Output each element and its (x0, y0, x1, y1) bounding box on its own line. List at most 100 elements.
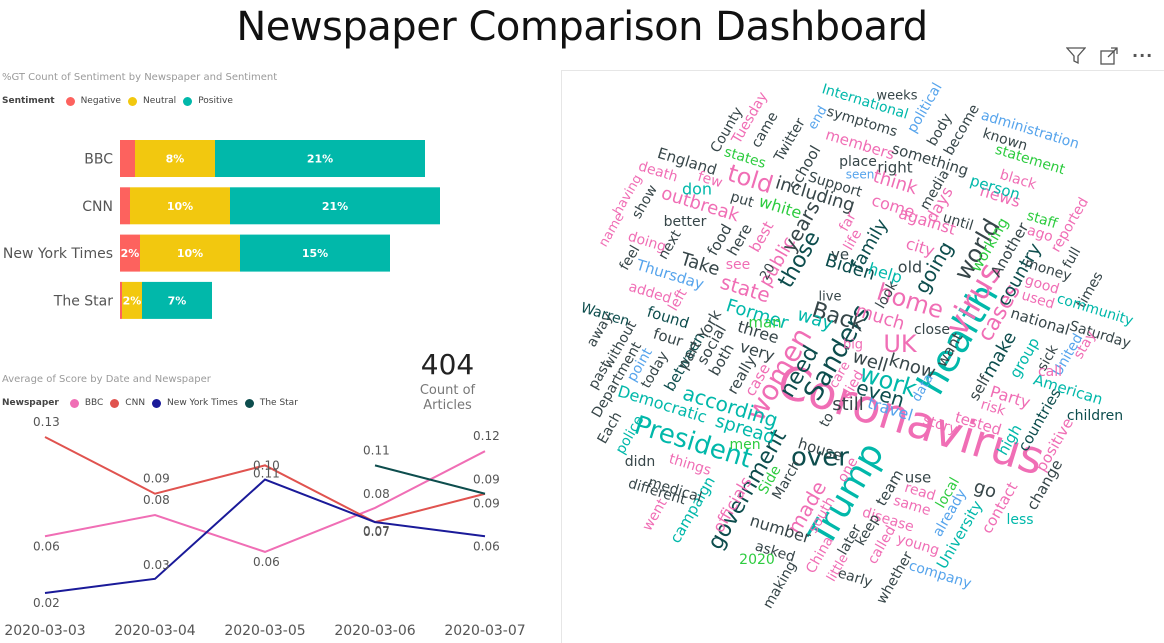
word-cloud-word[interactable]: better (664, 214, 707, 230)
word-cloud-word[interactable]: close (914, 322, 950, 338)
word-cloud-word[interactable]: still (832, 394, 863, 415)
line-data-label: 0.12 (473, 429, 500, 443)
word-cloud-word[interactable]: next (655, 227, 685, 262)
bar-category-label: BBC (84, 152, 113, 168)
bar-data-label: 8% (166, 153, 185, 166)
bar-category-label: CNN (82, 199, 113, 215)
word-cloud[interactable]: CoronavirushealthTrumpvirusPresidentSand… (561, 70, 1164, 642)
line-data-label: 0.10 (253, 459, 280, 473)
line-series-bbc[interactable] (44, 450, 486, 553)
focus-mode-icon[interactable] (1100, 46, 1118, 65)
bar-data-label: 15% (302, 247, 328, 260)
legend-dot-bbc (69, 398, 79, 408)
filter-icon[interactable] (1066, 46, 1086, 65)
word-cloud-word[interactable]: less (1006, 512, 1033, 528)
page-title: Newspaper Comparison Dashboard (236, 4, 928, 50)
word-cloud-word[interactable]: call (1038, 364, 1062, 380)
word-cloud-word[interactable]: see (726, 257, 751, 273)
word-cloud-word[interactable]: risk (979, 397, 1008, 420)
bar-category-label: New York Times (3, 246, 113, 262)
legend-item-neutral[interactable]: Neutral (142, 96, 177, 106)
legend-item-bbc[interactable]: BBC (84, 398, 104, 408)
bar-segment-neutral[interactable] (130, 187, 230, 225)
legend-item-positive[interactable]: Positive (198, 96, 233, 106)
x-axis-tick-label: 2020-03-05 (224, 623, 305, 639)
word-cloud-word[interactable]: national (1008, 304, 1071, 339)
bar-segment-positive[interactable] (142, 281, 212, 319)
line-series-the-star[interactable] (374, 464, 486, 495)
legend-dot-positive (183, 96, 193, 106)
legend-dot-neutral (127, 96, 137, 106)
x-axis-tick-label: 2020-03-06 (334, 623, 415, 639)
word-cloud-word[interactable]: weeks (877, 89, 918, 104)
line-data-label: 0.13 (33, 415, 60, 429)
bar-segment-neutral[interactable] (140, 234, 240, 272)
word-cloud-word[interactable]: big (843, 338, 863, 353)
word-cloud-word[interactable]: put (729, 189, 756, 211)
line-data-label: 0.09 (143, 472, 170, 486)
bar-data-label: 2% (121, 247, 140, 260)
word-cloud-word[interactable]: children (1067, 408, 1123, 424)
line-series-new-york-times[interactable] (44, 478, 486, 594)
legend-dot-the-star (244, 398, 254, 408)
word-cloud-word[interactable]: 20 (757, 261, 778, 283)
legend-dot-negative (65, 96, 75, 106)
word-cloud-word[interactable]: ago (1025, 223, 1055, 246)
line-data-label: 0.06 (253, 555, 280, 569)
line-data-label: 0.06 (473, 539, 500, 553)
legend-item-nyt[interactable]: New York Times (167, 398, 238, 408)
word-cloud-word[interactable]: use (905, 469, 932, 487)
bar-data-label: 2% (123, 294, 142, 307)
word-cloud-word[interactable]: UK (883, 330, 918, 358)
visual-header: ··· (1066, 46, 1153, 65)
legend-item-negative[interactable]: Negative (80, 96, 121, 106)
bar-data-label: 10% (177, 247, 203, 260)
word-cloud-word[interactable]: old (898, 258, 922, 277)
word-cloud-word[interactable]: place (839, 154, 877, 170)
x-axis-tick-label: 2020-03-03 (4, 623, 85, 639)
line-data-label: 0.08 (143, 493, 170, 507)
word-cloud-word[interactable]: don (682, 180, 712, 199)
word-cloud-word[interactable]: men (729, 437, 760, 453)
bar-segment-positive[interactable] (240, 234, 390, 272)
bar-data-label: 21% (307, 153, 333, 166)
bar-chart-legend: Sentiment Negative Neutral Positive (2, 96, 233, 106)
word-cloud-word[interactable]: few (696, 169, 725, 192)
bar-segment-neutral[interactable] (122, 281, 142, 319)
score-line-chart[interactable]: 0.06 0.08 0.06 0.08 0.12 0.13 0.09 0.11 0.07 0.09… (0, 415, 555, 642)
line-data-label: 0.11 (253, 466, 280, 480)
word-cloud-word[interactable]: city (904, 234, 937, 261)
legend-item-the-star[interactable]: The Star (259, 398, 298, 408)
word-cloud-word[interactable]: didn (625, 454, 656, 470)
kpi-card: 404 Count of Articles (395, 348, 500, 413)
bar-segment-negative[interactable] (120, 140, 135, 177)
x-axis-tick-label: 2020-03-07 (444, 623, 525, 639)
bar-segment-neutral[interactable] (135, 140, 215, 177)
word-cloud-word[interactable]: 2020 (739, 552, 775, 568)
bar-segment-negative[interactable] (120, 234, 140, 272)
bar-data-label: 7% (168, 294, 187, 307)
bar-data-label: 10% (167, 200, 193, 213)
more-options-icon[interactable]: ··· (1132, 46, 1154, 65)
line-data-label: 0.02 (33, 596, 60, 610)
line-data-label: 0.03 (143, 558, 170, 572)
line-data-label: 0.07 (363, 525, 390, 539)
word-cloud-word[interactable]: seen (846, 168, 875, 182)
line-series-cnn[interactable] (44, 436, 486, 524)
word-cloud-word[interactable]: live (819, 290, 842, 305)
word-cloud-word[interactable]: right (877, 159, 912, 177)
word-cloud-word[interactable]: ve (831, 246, 849, 264)
legend-item-cnn[interactable]: CNN (125, 398, 146, 408)
word-cloud-word[interactable]: to (817, 410, 838, 430)
sentiment-bar-chart[interactable]: BBC 8% 21% CNN 10% 21% New York Times 2% 10% 15% T… (0, 130, 555, 330)
bar-segment-positive[interactable] (230, 187, 440, 225)
legend-dot-nyt (152, 398, 162, 408)
bar-segment-negative[interactable] (120, 187, 130, 225)
x-axis-tick-label: 2020-03-04 (114, 623, 195, 639)
bar-segment-negative[interactable] (120, 281, 122, 319)
word-cloud-word[interactable]: over (791, 443, 849, 473)
word-cloud-word[interactable]: man (748, 314, 781, 332)
bar-segment-positive[interactable] (215, 140, 425, 177)
line-data-label: 0.09 (473, 473, 500, 487)
legend-title: Newspaper (2, 398, 59, 408)
